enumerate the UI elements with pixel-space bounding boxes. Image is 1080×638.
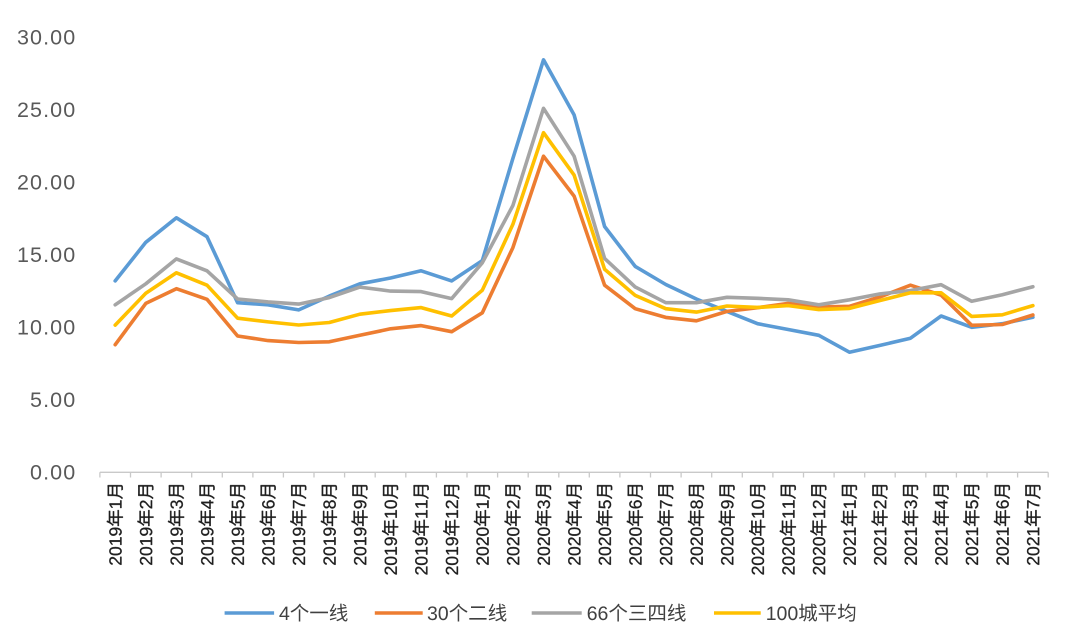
svg-text:5.00: 5.00 — [30, 388, 76, 412]
svg-text:20.00: 20.00 — [17, 171, 76, 195]
svg-text:0.00: 0.00 — [30, 461, 76, 485]
svg-text:10.00: 10.00 — [17, 316, 76, 340]
svg-text:30.00: 30.00 — [17, 26, 76, 50]
svg-text:15.00: 15.00 — [17, 243, 76, 267]
svg-text:25.00: 25.00 — [17, 98, 76, 122]
